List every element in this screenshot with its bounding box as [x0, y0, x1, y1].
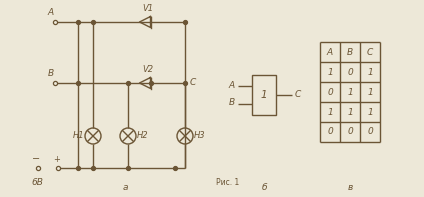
Text: A: A — [48, 8, 54, 17]
Text: Рис. 1: Рис. 1 — [216, 178, 240, 187]
Text: 1: 1 — [261, 90, 267, 100]
Text: B: B — [229, 98, 235, 107]
Text: 0: 0 — [327, 127, 333, 137]
Text: C: C — [190, 77, 196, 86]
Text: V1: V1 — [142, 4, 153, 13]
Text: 1: 1 — [367, 87, 373, 97]
Bar — [252, 75, 276, 115]
Text: C: C — [295, 89, 301, 98]
Text: A: A — [327, 47, 333, 57]
Text: 1: 1 — [327, 108, 333, 116]
Text: б: б — [261, 183, 267, 192]
Text: B: B — [347, 47, 353, 57]
Text: H2: H2 — [137, 132, 149, 140]
Text: B: B — [48, 69, 54, 78]
Text: −: − — [32, 154, 40, 164]
Text: 0: 0 — [327, 87, 333, 97]
Text: 1: 1 — [367, 108, 373, 116]
Text: A: A — [229, 81, 235, 90]
Text: V2: V2 — [142, 65, 153, 74]
Text: +: + — [53, 155, 61, 164]
Text: 6B: 6B — [31, 178, 43, 187]
Text: 1: 1 — [367, 68, 373, 76]
Text: 1: 1 — [327, 68, 333, 76]
Text: 1: 1 — [347, 108, 353, 116]
Text: 0: 0 — [347, 127, 353, 137]
Text: в: в — [347, 183, 353, 192]
Text: a: a — [122, 183, 128, 192]
Text: H1: H1 — [73, 132, 84, 140]
Text: 0: 0 — [347, 68, 353, 76]
Text: C: C — [367, 47, 373, 57]
Text: 0: 0 — [367, 127, 373, 137]
Text: H3: H3 — [194, 132, 206, 140]
Text: 1: 1 — [347, 87, 353, 97]
